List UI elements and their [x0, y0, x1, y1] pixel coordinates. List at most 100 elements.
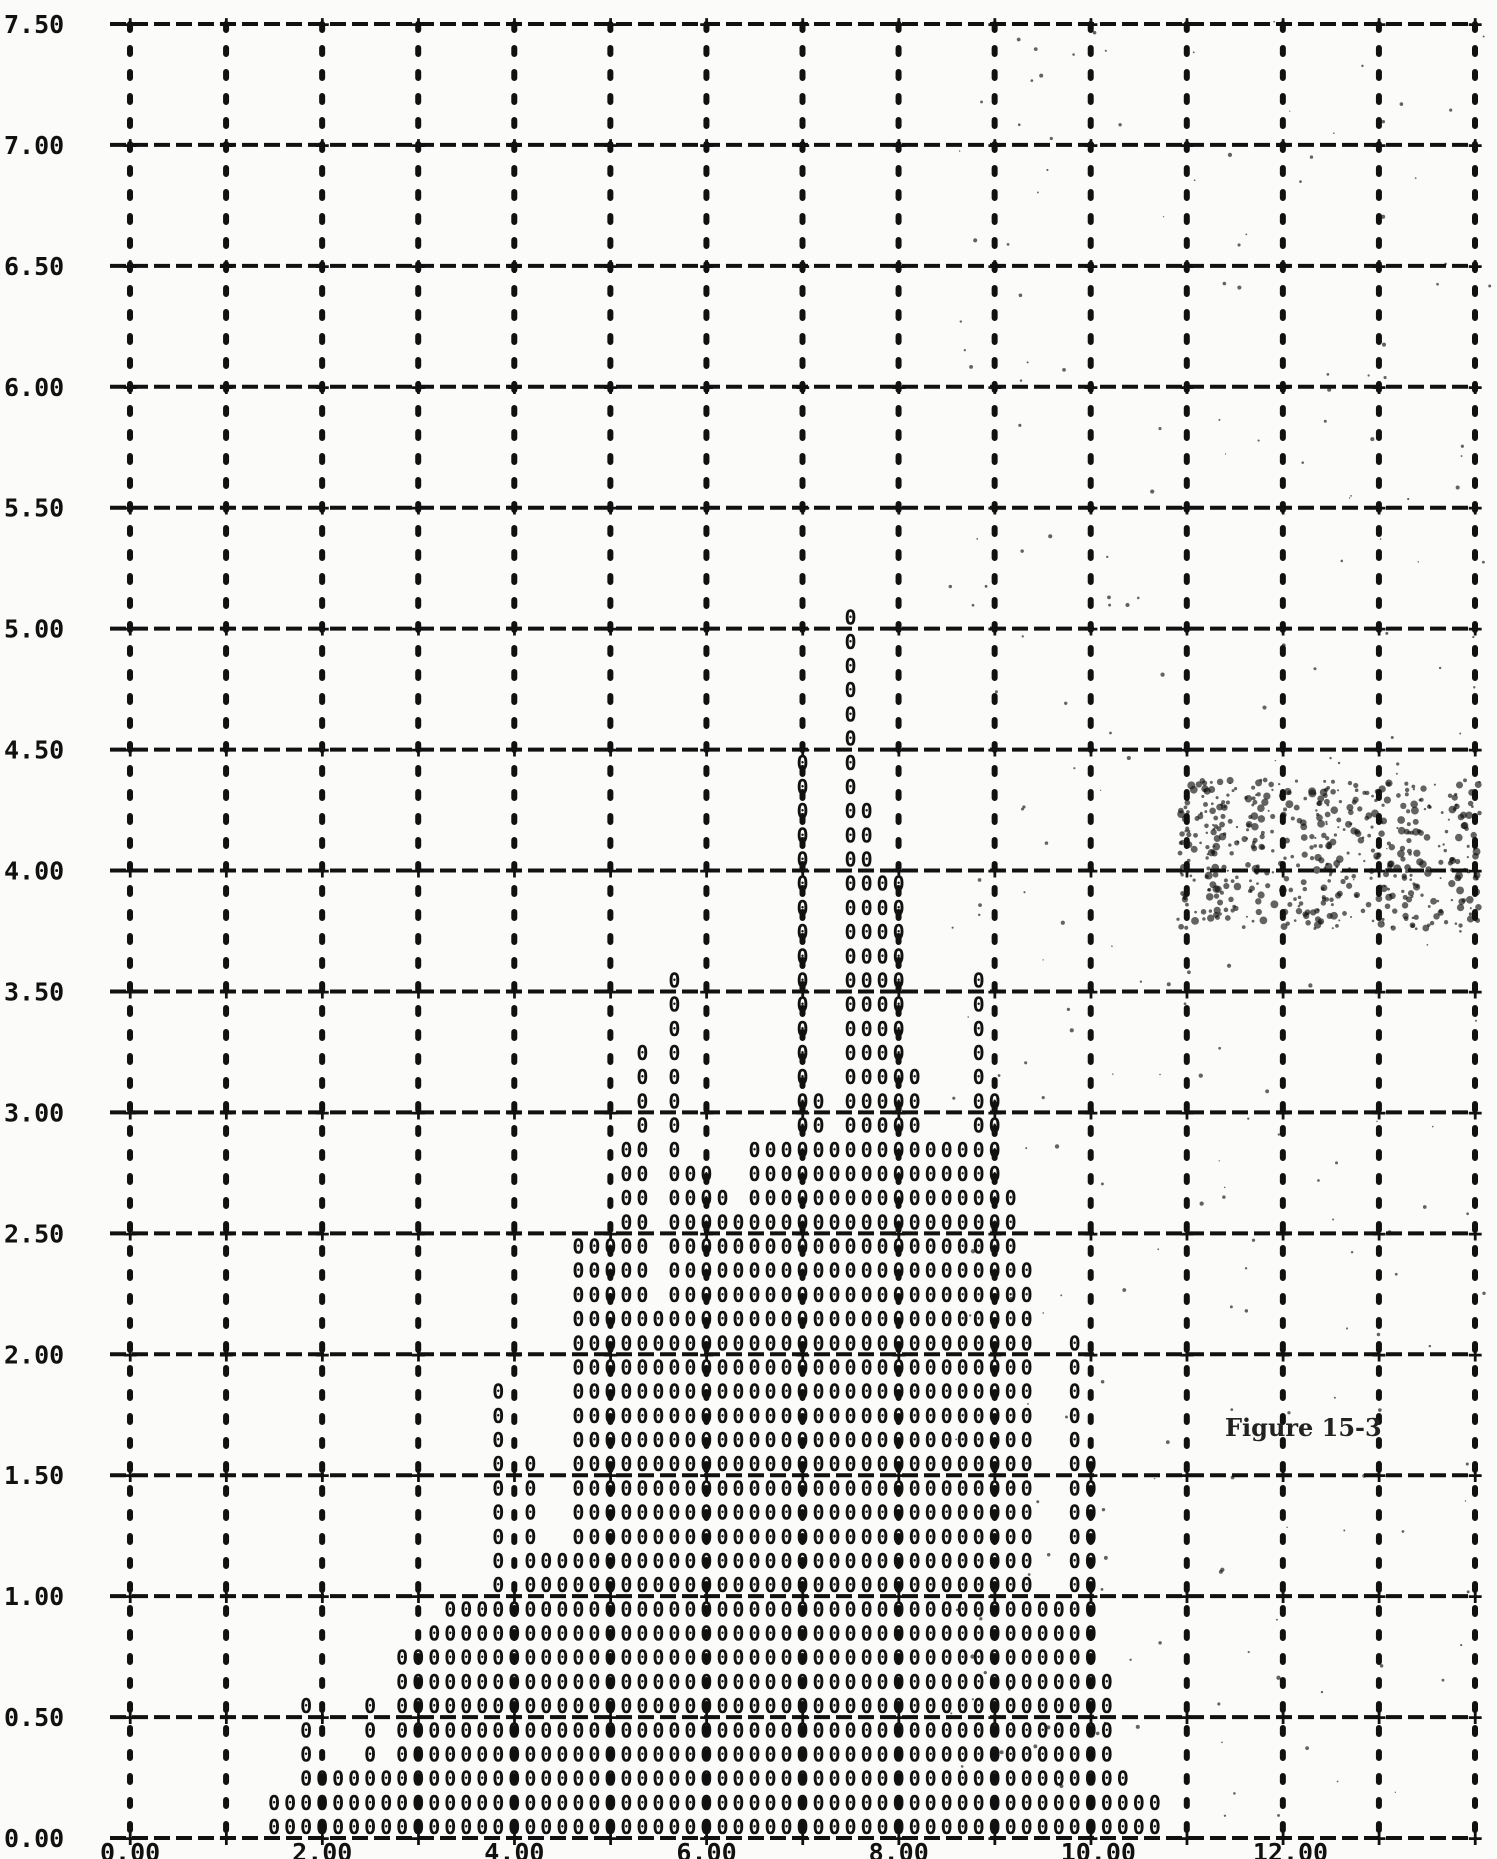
- scan-speck: [1329, 897, 1334, 903]
- bar-glyph: 0: [588, 1670, 600, 1694]
- bar-glyph: 0: [748, 1646, 760, 1670]
- bar-glyph: 0: [460, 1597, 472, 1621]
- bar-glyph: 0: [684, 1476, 696, 1500]
- bar-glyph: 0: [300, 1694, 312, 1718]
- scan-speck: [1334, 892, 1342, 899]
- grid-intersection-mark: +: [219, 1582, 233, 1610]
- grid-intersection-mark: +: [1180, 1582, 1194, 1610]
- bar-glyph: 0: [572, 1428, 584, 1452]
- scan-speck: [1028, 1658, 1031, 1661]
- scan-speck: [1244, 1267, 1248, 1270]
- scan-speck: [1318, 843, 1323, 849]
- bar-glyph: 0: [636, 1428, 648, 1452]
- bar-glyph: 0: [700, 1331, 712, 1355]
- scan-speck: [1228, 843, 1232, 847]
- scan-speck: [1374, 798, 1378, 803]
- bar-glyph: 0: [604, 1404, 616, 1428]
- bar-glyph: 0: [492, 1428, 504, 1452]
- bar-glyph: 0: [893, 1501, 905, 1525]
- bar-glyph: 0: [588, 1742, 600, 1766]
- scan-speck: [1337, 789, 1340, 792]
- scan-speck: [1296, 863, 1301, 868]
- bar-glyph: 0: [668, 1210, 680, 1234]
- bar-glyph: 0: [1053, 1694, 1065, 1718]
- bar-glyph: 0: [973, 1694, 985, 1718]
- bar-glyph: 0: [1117, 1767, 1129, 1791]
- grid-intersection-mark: +: [796, 10, 810, 38]
- scan-speck: [963, 349, 966, 352]
- scan-speck: [1313, 844, 1318, 848]
- bar-glyph: 0: [925, 1283, 937, 1307]
- bar-glyph: 0: [877, 1210, 889, 1234]
- bar-glyph: 0: [604, 1767, 616, 1791]
- bar-glyph: 0: [572, 1355, 584, 1379]
- grid-intersection-mark: +: [1276, 1461, 1290, 1489]
- bar-glyph: 0: [668, 1041, 680, 1065]
- bar-glyph: 0: [668, 1235, 680, 1259]
- scan-speck: [1365, 812, 1373, 819]
- scan-speck: [1240, 627, 1244, 631]
- grid-intersection-mark: +: [988, 131, 1002, 159]
- bar-glyph: 0: [700, 1646, 712, 1670]
- bar-glyph: 0: [748, 1791, 760, 1815]
- bar-glyph: 0: [668, 1162, 680, 1186]
- y-tick-label: 2.00: [4, 1340, 64, 1369]
- scan-speck: [1185, 841, 1193, 849]
- bar-glyph: 0: [732, 1452, 744, 1476]
- bar-glyph: 0: [957, 1718, 969, 1742]
- scan-speck: [1022, 805, 1026, 809]
- grid-intersection-mark: +: [123, 1824, 137, 1852]
- bar-glyph: 0: [797, 1017, 809, 1041]
- grid-intersection-mark: +: [1468, 1340, 1482, 1368]
- bar-glyph: 0: [604, 1525, 616, 1549]
- scan-speck: [1378, 785, 1386, 793]
- scan-speck: [1474, 781, 1482, 789]
- bar-glyph: 0: [1101, 1791, 1113, 1815]
- bar-glyph: 0: [828, 1162, 840, 1186]
- scan-speck: [1211, 863, 1220, 872]
- bar-glyph: 0: [748, 1210, 760, 1234]
- bar-glyph: 0: [1069, 1646, 1081, 1670]
- scan-speck: [1277, 1133, 1281, 1136]
- bar-glyph: 0: [925, 1162, 937, 1186]
- bar-glyph: 0: [909, 1501, 921, 1525]
- bar-glyph: 0: [444, 1815, 456, 1839]
- bar-glyph: 0: [973, 1501, 985, 1525]
- bar-glyph: 0: [556, 1597, 568, 1621]
- scan-speck: [1361, 836, 1365, 839]
- scan-speck: [1438, 859, 1444, 865]
- grid-intersection-mark: +: [315, 857, 329, 885]
- bar-glyph: 0: [877, 1017, 889, 1041]
- bar-glyph: 0: [620, 1597, 632, 1621]
- bar-glyph: 0: [668, 1355, 680, 1379]
- scan-speck: [1371, 919, 1375, 923]
- bar-glyph: 0: [620, 1380, 632, 1404]
- bar-glyph: 0: [1085, 1815, 1097, 1839]
- bar-glyph: 0: [716, 1355, 728, 1379]
- bar-glyph: 0: [1021, 1476, 1033, 1500]
- scan-speck: [1287, 902, 1293, 908]
- grid-intersection-mark: +: [603, 857, 617, 885]
- bar-glyph: 0: [845, 1718, 857, 1742]
- bar-glyph: 0: [1021, 1597, 1033, 1621]
- bar-glyph: 0: [364, 1718, 376, 1742]
- grid-intersection-mark: +: [796, 1703, 810, 1731]
- scan-speck: [1324, 811, 1331, 818]
- grid-intersection-mark: +: [892, 1824, 906, 1852]
- scan-speck: [979, 1617, 983, 1621]
- bar-glyph: 0: [845, 1017, 857, 1041]
- bar-glyph: 0: [797, 751, 809, 775]
- bar-glyph: 0: [700, 1428, 712, 1452]
- grid-intersection-mark: +: [699, 1703, 713, 1731]
- bar-glyph: 0: [893, 1283, 905, 1307]
- bar-glyph: 0: [1021, 1622, 1033, 1646]
- bar-glyph: 0: [893, 1380, 905, 1404]
- scan-speck: [1227, 818, 1233, 824]
- bar-glyph: 0: [572, 1767, 584, 1791]
- scan-speck: [1323, 798, 1330, 805]
- bar-glyph: 0: [524, 1501, 536, 1525]
